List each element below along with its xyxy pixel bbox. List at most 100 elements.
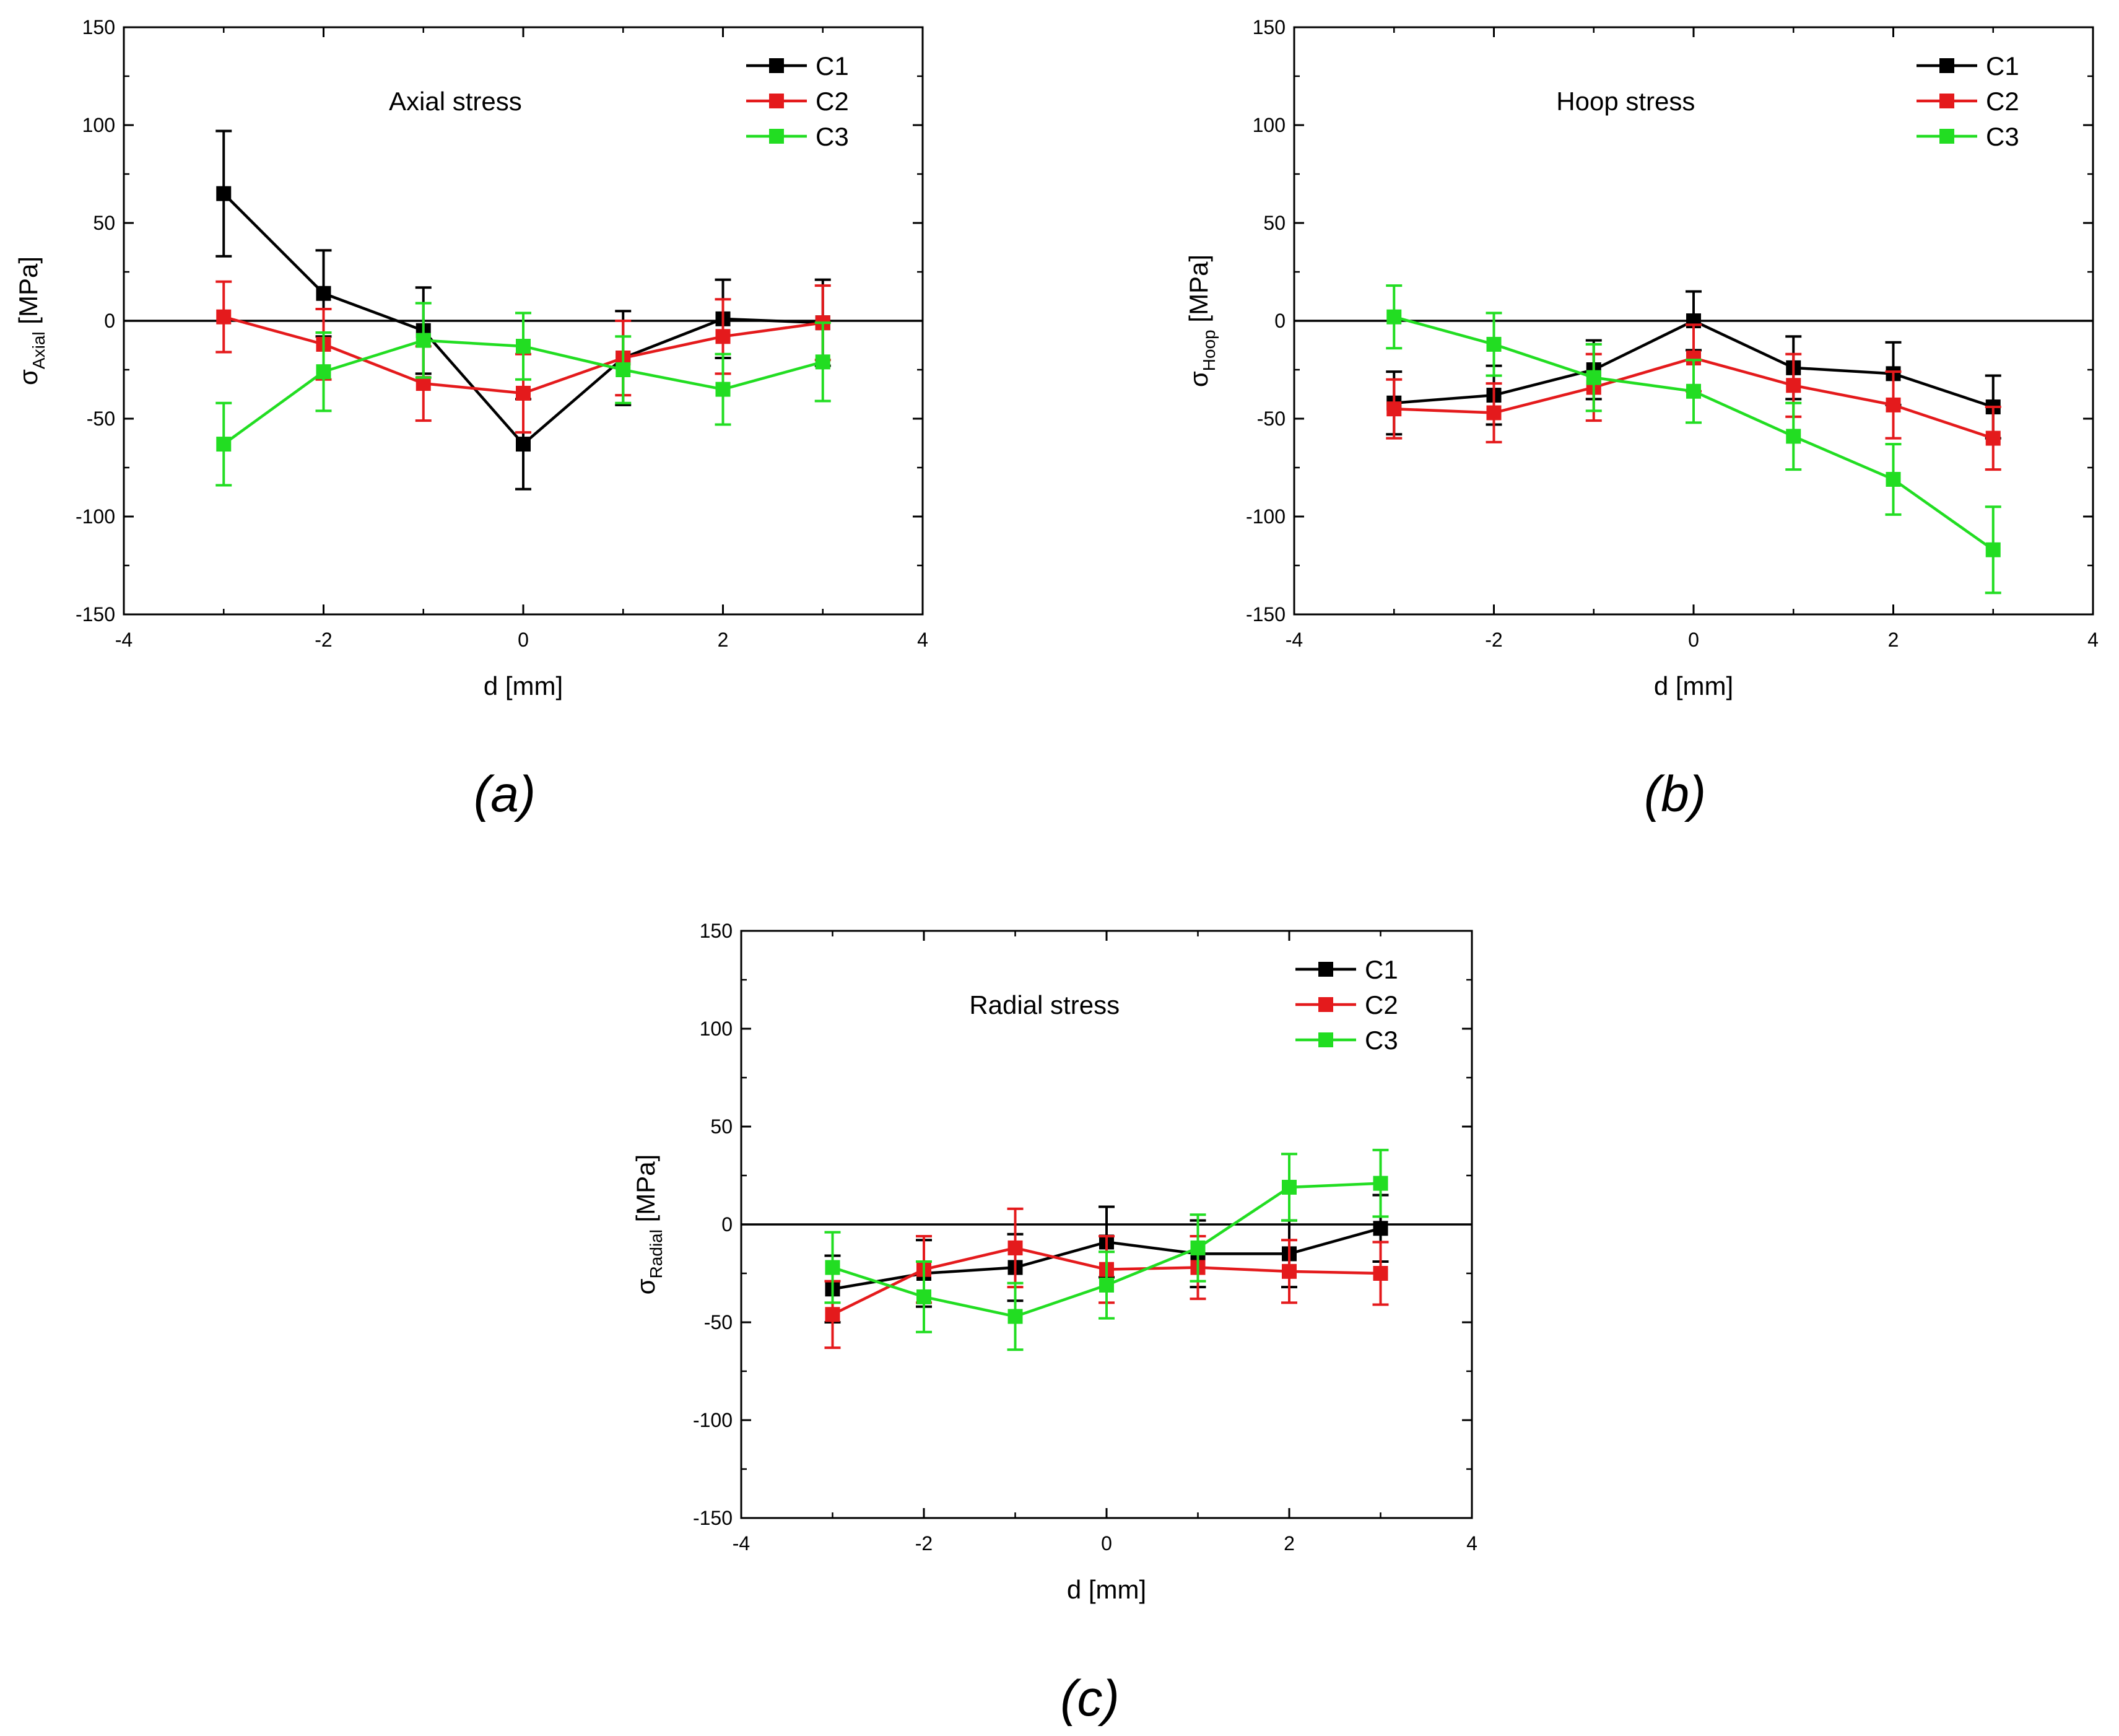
legend-marker	[1939, 58, 1954, 73]
y-tick-label: 50	[710, 1115, 733, 1138]
legend-label: C1	[1986, 51, 2019, 81]
data-point	[1282, 1263, 1297, 1279]
y-axis-label: σHoop [MPa]	[1184, 255, 1219, 387]
data-point	[516, 339, 531, 354]
y-tick-label: -150	[76, 603, 115, 626]
legend-marker	[1318, 962, 1333, 977]
series-c3	[824, 1148, 1389, 1351]
x-tick-label: 4	[1466, 1532, 1477, 1555]
y-axis-symbol: σ	[631, 1278, 660, 1294]
data-point	[1007, 1309, 1023, 1324]
y-tick-label: 100	[1253, 114, 1286, 136]
y-axis-subscript: Axial	[29, 331, 48, 369]
panel-caption: (c)	[1060, 1670, 1120, 1727]
y-axis-label: σRadial [MPa]	[631, 1154, 666, 1295]
data-point	[1282, 1179, 1297, 1195]
data-point	[825, 1307, 840, 1322]
x-tick-label: -4	[733, 1532, 750, 1555]
data-point	[916, 1289, 931, 1304]
x-tick-label: 0	[518, 629, 529, 651]
y-tick-label: 0	[1274, 310, 1286, 332]
data-point	[715, 382, 731, 397]
panel-caption: (a)	[474, 766, 536, 822]
x-tick-label: -2	[1485, 629, 1502, 651]
data-point	[516, 385, 531, 401]
y-axis-subscript: Hoop	[1199, 329, 1219, 371]
legend-label: C3	[1986, 122, 2019, 151]
legend-label: C3	[1365, 1026, 1398, 1055]
legend-marker	[769, 94, 784, 108]
y-tick-label: 0	[104, 310, 115, 332]
series-c1	[215, 129, 831, 491]
data-point	[1386, 309, 1402, 325]
y-tick-label: -150	[1246, 603, 1286, 626]
x-tick-label: 4	[2087, 629, 2099, 651]
x-axis-label: d [mm]	[1067, 1575, 1146, 1604]
data-point	[1686, 383, 1701, 399]
legend-marker	[1318, 1032, 1333, 1047]
data-point	[216, 437, 232, 452]
y-tick-label: 100	[700, 1018, 733, 1040]
data-point	[1886, 397, 1901, 412]
x-tick-label: 4	[917, 629, 928, 651]
data-point	[1373, 1266, 1388, 1281]
y-tick-label: 150	[700, 920, 733, 942]
data-point	[1007, 1240, 1023, 1255]
data-point	[715, 329, 731, 344]
legend-marker	[1939, 94, 1954, 108]
y-axis-label: σAxial [MPa]	[14, 256, 48, 385]
x-axis-label: d [mm]	[484, 671, 563, 700]
y-axis-subscript: Radial	[646, 1229, 666, 1278]
panel-hoop-stress: -150 -100 -50 0 50 100 150 -4 -2 0 2 4 d [mm] σHoop […	[1184, 16, 2099, 822]
legend-marker	[769, 58, 784, 73]
legend-marker	[1939, 129, 1954, 144]
y-axis-unit: [MPa]	[631, 1154, 660, 1229]
data-point	[416, 333, 431, 348]
data-point	[1386, 401, 1402, 417]
data-point	[216, 309, 232, 325]
x-tick-label: 2	[718, 629, 729, 651]
data-point	[815, 354, 830, 370]
plot-annotation: Radial stress	[969, 990, 1120, 1019]
y-tick-label: -50	[1257, 408, 1286, 430]
data-point	[316, 286, 331, 301]
data-point	[1373, 1221, 1388, 1236]
legend-label: C2	[1365, 990, 1398, 1019]
data-point	[1486, 405, 1502, 421]
legend-label: C2	[1986, 87, 2019, 116]
legend-label: C1	[1365, 955, 1398, 984]
x-tick-label: 2	[1284, 1532, 1295, 1555]
y-tick-label: 50	[93, 212, 115, 234]
legend-marker	[1318, 997, 1333, 1012]
y-tick-label: 150	[82, 16, 115, 38]
x-tick-label: -2	[315, 629, 332, 651]
y-tick-label: -50	[87, 408, 115, 430]
legend-label: C1	[816, 51, 849, 81]
legend-marker	[769, 129, 784, 144]
data-point	[616, 362, 631, 377]
y-axis-symbol: σ	[1184, 371, 1213, 387]
data-point	[1985, 430, 2001, 446]
y-tick-label: 50	[1263, 212, 1286, 234]
data-point	[1985, 542, 2001, 557]
x-tick-label: 0	[1688, 629, 1699, 651]
x-tick-label: 2	[1888, 629, 1899, 651]
legend-label: C2	[816, 87, 849, 116]
data-point	[1099, 1277, 1114, 1293]
data-point	[516, 437, 531, 452]
plot-annotation: Axial stress	[389, 87, 522, 116]
y-axis-unit: [MPa]	[1184, 255, 1213, 329]
data-point	[1886, 471, 1901, 487]
series-c3	[1386, 284, 2001, 595]
plot-annotation: Hoop stress	[1556, 87, 1695, 116]
y-axis-unit: [MPa]	[14, 256, 43, 331]
x-tick-label: 0	[1101, 1532, 1112, 1555]
data-point	[825, 1260, 840, 1275]
series-c3	[215, 302, 831, 487]
y-tick-label: 0	[721, 1213, 733, 1236]
data-point	[1373, 1176, 1388, 1191]
panel-caption: (b)	[1644, 766, 1706, 822]
data-point	[316, 364, 331, 380]
y-tick-label: 150	[1253, 16, 1286, 38]
